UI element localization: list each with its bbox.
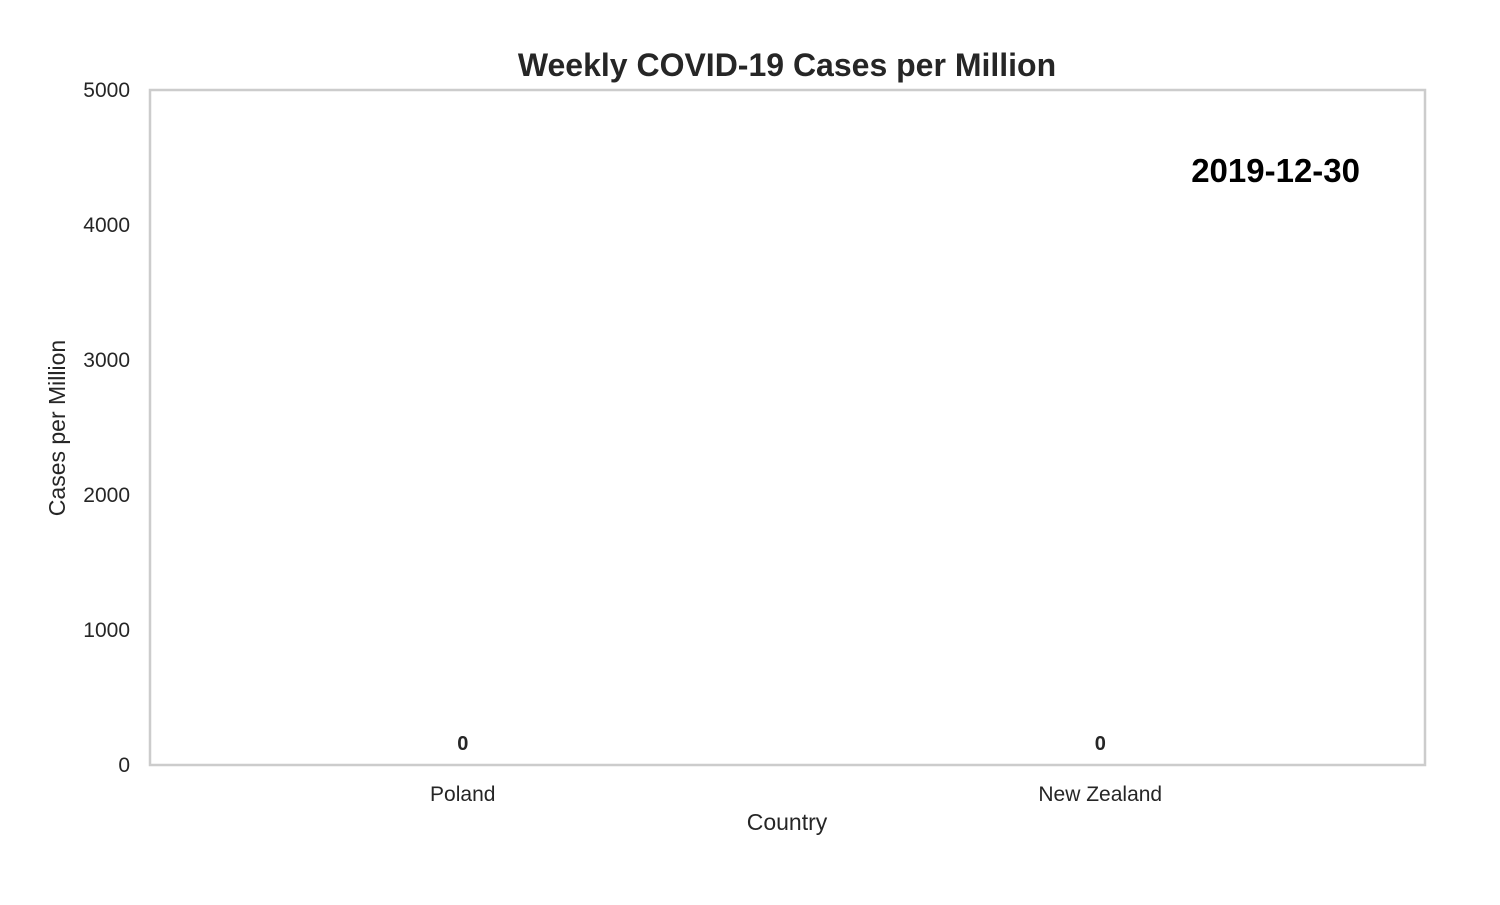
y-tick-label: 2000 <box>83 484 130 507</box>
x-tick-label: New Zealand <box>1038 783 1162 806</box>
bar-value-label: 0 <box>457 733 468 755</box>
chart-title: Weekly COVID-19 Cases per Million <box>518 47 1056 83</box>
x-tick-label: Poland <box>430 783 495 806</box>
y-axis-label: Cases per Million <box>44 340 70 516</box>
y-tick-label: 3000 <box>83 349 130 372</box>
y-tick-label: 0 <box>118 754 130 777</box>
y-tick-label: 4000 <box>83 214 130 237</box>
x-axis-label: Country <box>747 809 828 835</box>
y-tick-label: 5000 <box>83 79 130 102</box>
y-tick-label: 1000 <box>83 619 130 642</box>
date-annotation: 2019-12-30 <box>1191 152 1360 189</box>
bar-value-label: 0 <box>1095 733 1106 755</box>
y-axis-ticks: 0 1000 2000 3000 4000 5000 <box>83 79 130 777</box>
x-axis-ticks: Poland New Zealand <box>430 783 1162 806</box>
plot-frame <box>148 88 1427 767</box>
